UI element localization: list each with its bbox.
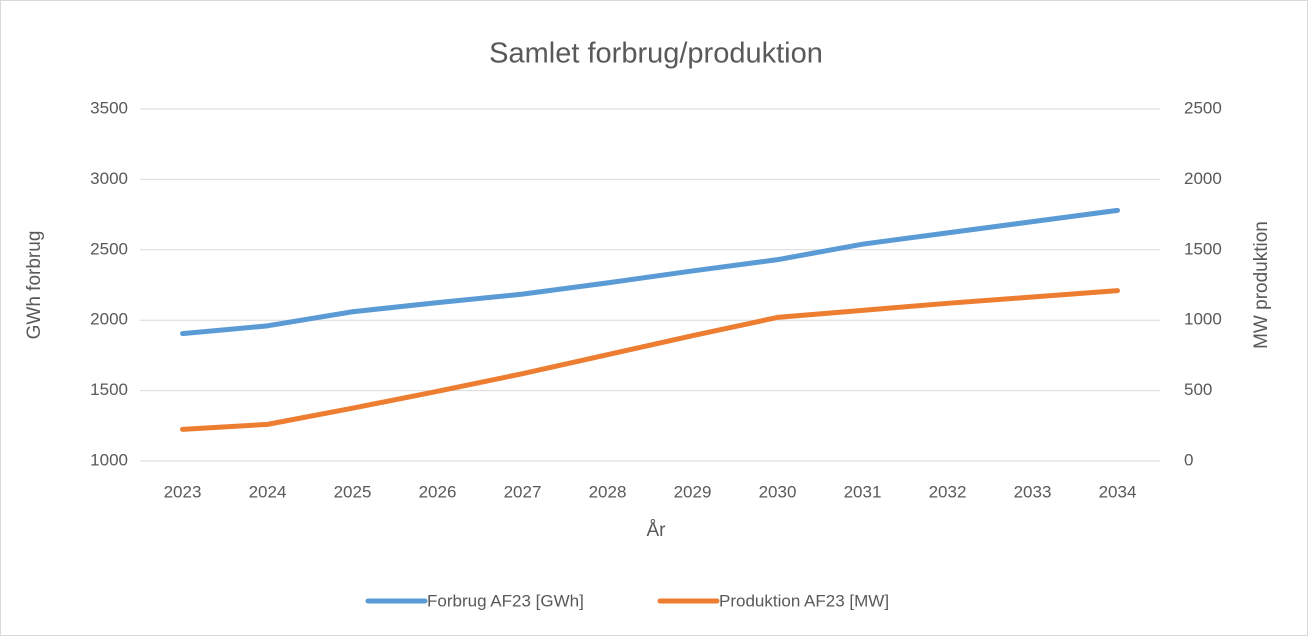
x-tick-label: 2026 bbox=[419, 482, 457, 501]
x-tick-label: 2032 bbox=[929, 482, 967, 501]
x-tick-label: 2031 bbox=[844, 482, 882, 501]
x-tick-label: 2028 bbox=[589, 482, 627, 501]
x-tick-label: 2029 bbox=[674, 482, 712, 501]
line-series bbox=[180, 288, 1120, 432]
y-tick-label: 2000 bbox=[90, 310, 128, 329]
y-tick-label: 1500 bbox=[90, 380, 128, 399]
x-tick-label: 2033 bbox=[1014, 482, 1052, 501]
x-tick-label: 2030 bbox=[759, 482, 797, 501]
x-tick-label: 2024 bbox=[249, 482, 287, 501]
line-series bbox=[180, 207, 1120, 337]
y2-tick-label: 2000 bbox=[1184, 169, 1222, 188]
y-axis-title: GWh forbrug bbox=[24, 231, 45, 340]
x-axis-title: År bbox=[647, 520, 667, 541]
y-tick-label: 3500 bbox=[90, 98, 128, 117]
chart-title: Samlet forbrug/produktion bbox=[489, 38, 823, 70]
x-tick-label: 2025 bbox=[334, 482, 372, 501]
x-tick-label: 2027 bbox=[504, 482, 542, 501]
y2-tick-label: 1500 bbox=[1184, 239, 1222, 258]
y-tick-label: 2500 bbox=[90, 239, 128, 258]
y2-tick-label: 500 bbox=[1184, 380, 1212, 399]
y2-axis-title: MW produktion bbox=[1251, 221, 1272, 349]
y2-tick-label: 1000 bbox=[1184, 310, 1222, 329]
x-tick-label: 2034 bbox=[1099, 482, 1137, 501]
legend-label: Forbrug AF23 [GWh] bbox=[427, 591, 584, 610]
x-tick-label: 2023 bbox=[164, 482, 202, 501]
y-tick-label: 1000 bbox=[90, 450, 128, 469]
y2-tick-label: 2500 bbox=[1184, 98, 1222, 117]
legend-label: Produktion AF23 [MW] bbox=[719, 591, 889, 610]
y-tick-label: 3000 bbox=[90, 169, 128, 188]
y2-tick-label: 0 bbox=[1184, 450, 1193, 469]
